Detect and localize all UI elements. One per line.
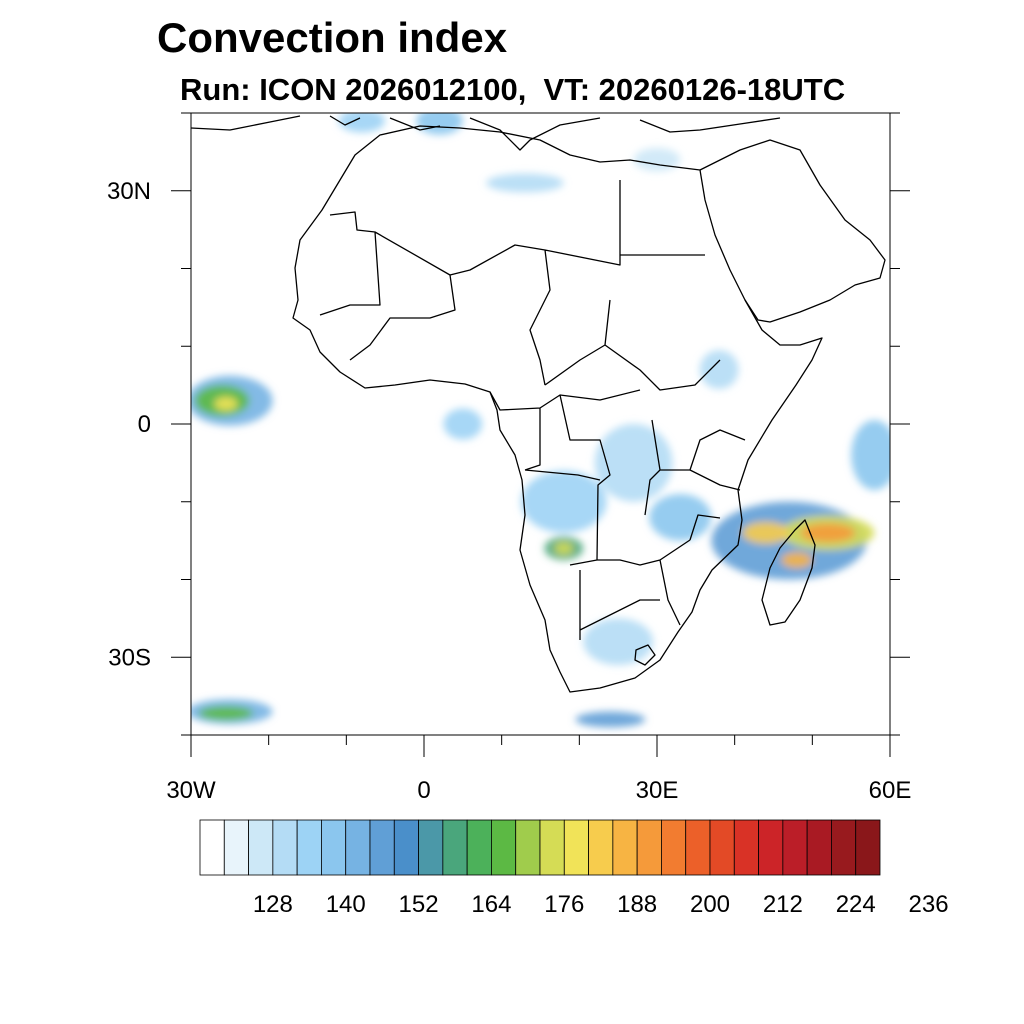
convection-cell (594, 424, 673, 502)
africa-coastline (292, 125, 823, 693)
map-area (190, 112, 891, 736)
colorbar-label: 176 (544, 891, 584, 918)
colorbar-label: 188 (617, 891, 657, 918)
lon-tick-label: 60E (869, 777, 912, 804)
convection-cell (198, 706, 254, 721)
colorbar-label: 152 (399, 891, 439, 918)
colorbar-label: 128 (253, 891, 293, 918)
convection-cell (214, 396, 238, 411)
colorbar-swatch (369, 819, 395, 876)
colorbar-swatch (223, 819, 249, 876)
convection-field (191, 113, 890, 728)
convection-cell (486, 173, 564, 193)
colorbar-swatch (612, 819, 638, 876)
colorbar-swatch (321, 819, 347, 876)
colorbar-swatch (418, 819, 444, 876)
colorbar-label: 224 (836, 891, 876, 918)
lat-tick-label: 30S (108, 644, 151, 671)
colorbar-swatch (515, 819, 541, 876)
convection-cell (781, 552, 813, 568)
europe-coastline (191, 115, 781, 151)
colorbar-swatch (466, 819, 492, 876)
convection-cell (800, 523, 856, 543)
colorbar-swatch (855, 819, 881, 876)
arabia-coastline (699, 139, 886, 323)
colorbar-swatch (758, 819, 784, 876)
convection-cell (554, 542, 574, 555)
colorbar-swatch (782, 819, 808, 876)
colorbar-swatch (345, 819, 371, 876)
lesotho-outline (634, 644, 656, 666)
country-borders (191, 115, 886, 693)
convection-cell (742, 521, 790, 544)
colorbar-label: 164 (471, 891, 511, 918)
colorbar-swatch (831, 819, 857, 876)
lat-tick-label: 30N (107, 178, 151, 205)
lon-tick-label: 30W (166, 777, 216, 804)
lon-tick-label: 30E (636, 777, 679, 804)
colorbar-label: 200 (690, 891, 730, 918)
lat-tick-label: 0 (138, 411, 151, 438)
convection-cell (443, 408, 483, 440)
convection-cell (699, 350, 739, 390)
chart-title: Convection index (157, 14, 508, 61)
colorbar-swatch (636, 819, 662, 876)
colorbar-swatch (272, 819, 298, 876)
convection-cell (583, 618, 654, 666)
convection-cell (338, 113, 386, 133)
colorbar-swatch (709, 819, 735, 876)
colorbar-label: 236 (909, 891, 949, 918)
colorbar-swatch (491, 819, 517, 876)
colorbar-swatch (661, 819, 687, 876)
convection-cell (633, 147, 681, 172)
colorbar-swatch (539, 819, 565, 876)
colorbar-swatch (685, 819, 711, 876)
convection-cell (521, 470, 607, 533)
colorbar-swatch (733, 819, 759, 876)
colorbar-swatch (393, 819, 419, 876)
colorbar: 128 140 152 164 176 188 200 212 224 236 (199, 819, 949, 918)
interior-borders (319, 180, 746, 640)
colorbar-label: 212 (763, 891, 803, 918)
colorbar-swatch (296, 819, 322, 876)
chart-subtitle: Run: ICON 2026012100, VT: 20260126-18UTC (180, 72, 846, 107)
convection-cell (575, 711, 646, 728)
convection-cell (851, 420, 890, 491)
lon-tick-label: 0 (417, 777, 430, 804)
colorbar-label: 140 (326, 891, 366, 918)
madagascar-outline (761, 519, 816, 626)
convection-cell (416, 113, 463, 135)
convection-cell (649, 493, 712, 541)
colorbar-swatch (563, 819, 589, 876)
map-axes: 30N 0 30S 30W 0 30E 60E (107, 112, 912, 804)
colorbar-swatch (442, 819, 468, 876)
colorbar-swatch (248, 819, 274, 876)
colorbar-swatch (588, 819, 614, 876)
colorbar-swatch (199, 819, 225, 876)
colorbar-swatch (806, 819, 832, 876)
